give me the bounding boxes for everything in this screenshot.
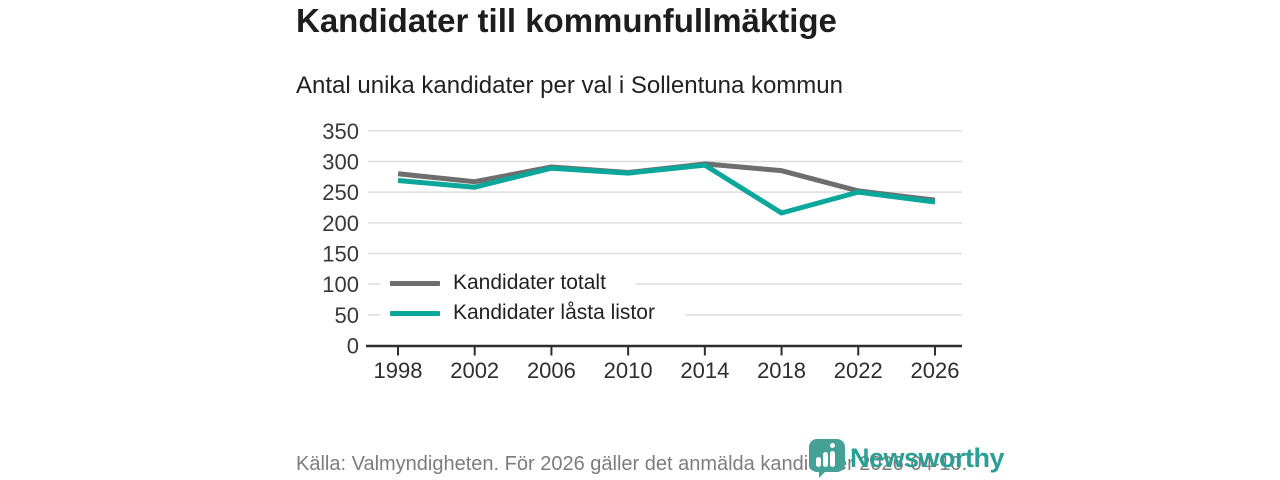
y-tick-label-50: 50 — [335, 303, 359, 328]
legend-item-locked-lists: Kandidater låsta listor — [380, 298, 685, 328]
x-tick-label-1998: 1998 — [374, 358, 423, 383]
chart-title: Kandidater till kommunfullmäktige — [296, 2, 837, 39]
x-tick-label-2022: 2022 — [834, 358, 883, 383]
x-tick-label-2002: 2002 — [450, 358, 499, 383]
chart-legend: Kandidater totalt Kandidater låsta listo… — [380, 268, 685, 328]
series-line-1 — [397, 162, 936, 216]
legend-label-total: Kandidater totalt — [453, 271, 606, 294]
x-tick-label-2010: 2010 — [604, 358, 653, 383]
newsworthy-logo: Newsworthy — [808, 438, 1005, 478]
y-tick-label-150: 150 — [322, 241, 359, 266]
y-tick-label-200: 200 — [322, 211, 359, 236]
y-tick-label-300: 300 — [322, 149, 359, 174]
x-tick-label-2014: 2014 — [680, 358, 729, 383]
source-note: Källa: Valmyndigheten. För 2026 gäller d… — [296, 453, 968, 475]
y-tick-label-0: 0 — [347, 334, 359, 359]
legend-swatch-total — [390, 280, 440, 286]
legend-swatch-locked-lists — [390, 310, 440, 316]
legend-item-total: Kandidater totalt — [380, 268, 636, 298]
x-tick-label-2026: 2026 — [910, 358, 959, 383]
newsworthy-logo-text: Newsworthy — [850, 442, 1005, 473]
y-tick-label-250: 250 — [322, 180, 359, 205]
newsworthy-logo-icon — [809, 439, 845, 478]
legend-label-locked-lists: Kandidater låsta listor — [453, 301, 655, 324]
y-tick-label-350: 350 — [322, 119, 359, 144]
y-tick-label-100: 100 — [322, 272, 359, 297]
x-tick-label-2006: 2006 — [527, 358, 576, 383]
x-tick-label-2018: 2018 — [757, 358, 806, 383]
chart-subtitle: Antal unika kandidater per val i Sollent… — [296, 72, 843, 99]
